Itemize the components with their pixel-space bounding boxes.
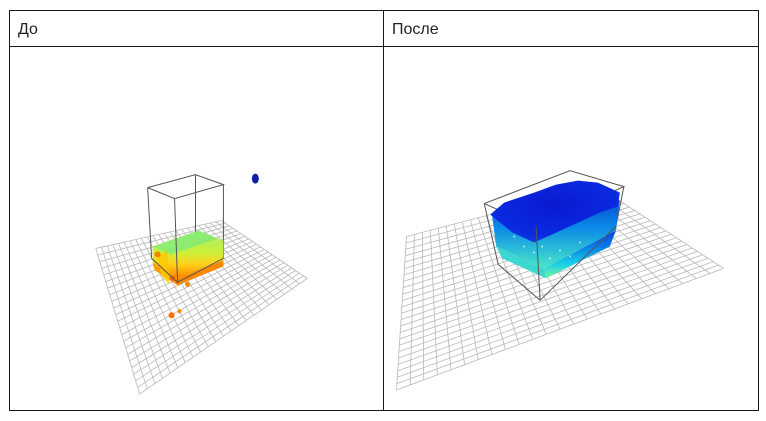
column-header-before: До (18, 21, 38, 38)
grid-line (131, 267, 292, 368)
before-bounding-box-front (147, 187, 224, 283)
grid-line (135, 272, 300, 382)
after-cell (384, 47, 758, 410)
grid-line (397, 257, 709, 372)
grid-line (215, 221, 300, 284)
grid-line (121, 254, 273, 335)
grid-line (139, 278, 308, 395)
after-3d-scene (396, 170, 724, 391)
grid-line (117, 249, 265, 322)
header-cell-after: После (384, 11, 758, 47)
grid-line (125, 259, 281, 349)
before-outliers (154, 173, 259, 319)
grid-line (133, 270, 296, 375)
column-header-after: После (392, 21, 439, 38)
grid-line (204, 224, 285, 295)
before-3d-scene (95, 173, 308, 395)
grid-line (396, 268, 724, 391)
after-bounding-box-front (483, 203, 617, 301)
grid-line (137, 275, 304, 388)
after-point-cloud (490, 180, 620, 279)
grid-line (221, 220, 308, 279)
grid-line (398, 254, 703, 365)
comparison-table: До После (9, 10, 759, 411)
grid-line (119, 251, 269, 329)
grid-line (127, 262, 284, 355)
header-cell-before: До (10, 11, 384, 47)
grid-line (597, 186, 724, 269)
grid-line (397, 261, 714, 378)
before-cell (10, 47, 384, 410)
grid-line (129, 264, 288, 362)
grid-line (396, 264, 719, 385)
grid-line (123, 256, 277, 342)
